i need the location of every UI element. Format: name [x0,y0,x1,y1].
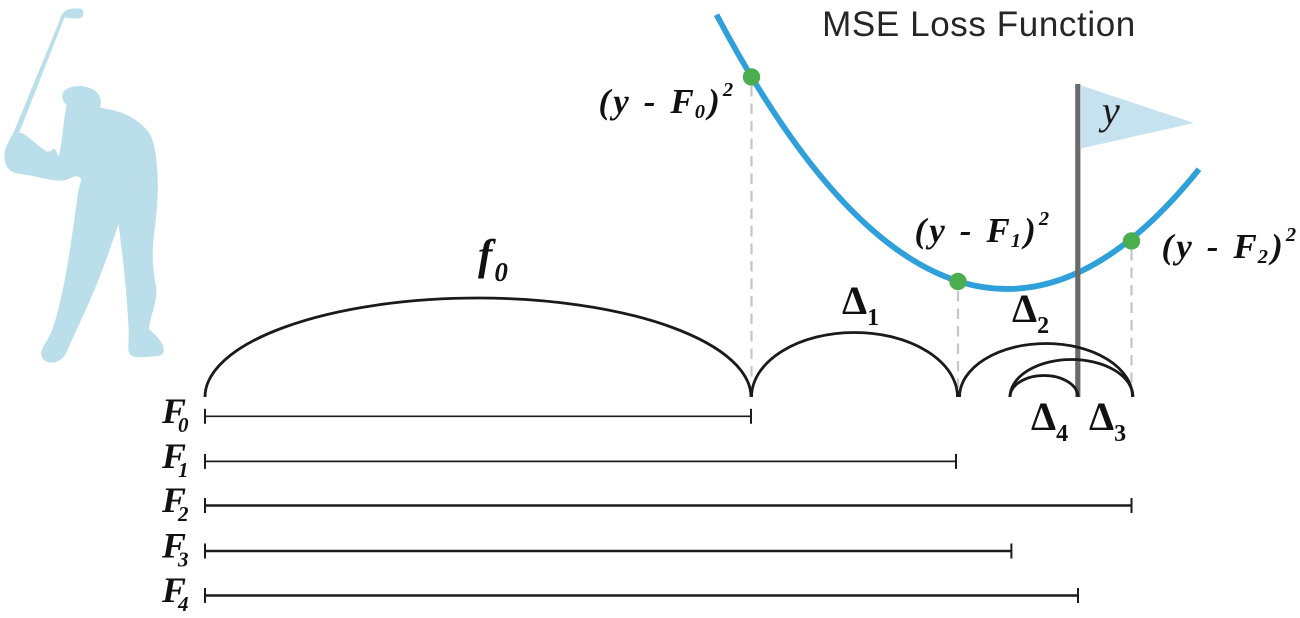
svg-text:(y - F1)2: (y - F1)2 [915,208,1053,252]
svg-text:(y - F2)2: (y - F2)2 [1162,224,1300,268]
svg-text:f0: f0 [478,232,508,287]
svg-text:MSE Loss Function: MSE Loss Function [822,5,1136,44]
svg-text:(y - F0)2: (y - F0)2 [599,79,737,123]
svg-text:F3: F3 [161,526,189,572]
svg-text:F4: F4 [161,570,189,616]
svg-text:F0: F0 [161,391,189,437]
svg-text:F1: F1 [161,436,189,482]
svg-text:Δ2: Δ2 [1012,286,1049,339]
svg-text:y: y [1098,88,1120,133]
svg-text:Δ3: Δ3 [1089,394,1126,447]
svg-text:F2: F2 [161,480,189,526]
svg-text:Δ4: Δ4 [1031,394,1068,447]
svg-text:Δ1: Δ1 [842,278,879,331]
